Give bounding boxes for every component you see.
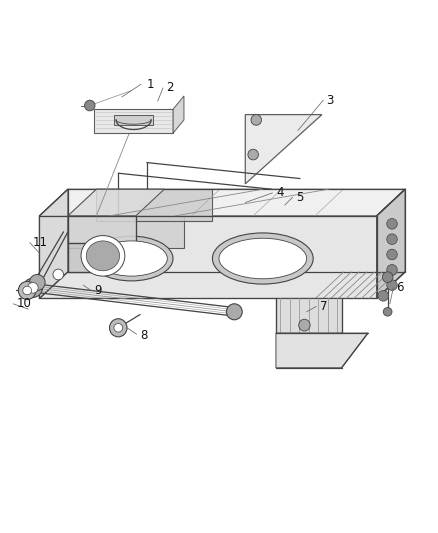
Text: 9: 9 — [94, 284, 102, 297]
Ellipse shape — [387, 264, 397, 275]
Ellipse shape — [251, 115, 261, 125]
Text: 11: 11 — [33, 236, 48, 249]
Ellipse shape — [219, 238, 307, 279]
Ellipse shape — [18, 281, 36, 300]
Text: 1: 1 — [147, 78, 154, 91]
Ellipse shape — [387, 219, 397, 229]
Text: 7: 7 — [320, 300, 327, 313]
Polygon shape — [39, 189, 68, 298]
Ellipse shape — [114, 324, 123, 332]
Ellipse shape — [248, 149, 258, 160]
Polygon shape — [377, 189, 405, 298]
Polygon shape — [377, 189, 405, 298]
Polygon shape — [68, 216, 136, 243]
Ellipse shape — [28, 282, 38, 293]
Ellipse shape — [383, 308, 392, 316]
Ellipse shape — [23, 278, 42, 297]
Ellipse shape — [53, 269, 64, 280]
Ellipse shape — [90, 236, 173, 281]
Ellipse shape — [81, 236, 125, 276]
Polygon shape — [114, 115, 153, 125]
Polygon shape — [68, 189, 164, 216]
Ellipse shape — [299, 319, 310, 331]
Ellipse shape — [382, 272, 393, 282]
Ellipse shape — [226, 304, 242, 320]
Text: 6: 6 — [396, 281, 404, 294]
Text: 10: 10 — [17, 297, 32, 310]
Polygon shape — [276, 333, 368, 368]
Ellipse shape — [95, 241, 167, 276]
Ellipse shape — [378, 290, 389, 301]
Text: 5: 5 — [296, 191, 303, 204]
Text: 8: 8 — [140, 329, 148, 342]
Polygon shape — [245, 115, 322, 184]
Ellipse shape — [387, 249, 397, 260]
Ellipse shape — [387, 280, 397, 290]
Ellipse shape — [212, 233, 313, 284]
Ellipse shape — [110, 319, 127, 337]
Polygon shape — [68, 243, 136, 272]
Polygon shape — [173, 96, 184, 133]
Text: 4: 4 — [276, 187, 283, 199]
Ellipse shape — [85, 100, 95, 111]
Polygon shape — [96, 189, 212, 221]
Polygon shape — [68, 216, 184, 248]
Ellipse shape — [387, 234, 397, 245]
Polygon shape — [39, 216, 377, 298]
Ellipse shape — [23, 286, 32, 295]
Polygon shape — [94, 109, 173, 133]
Polygon shape — [276, 298, 342, 333]
Polygon shape — [39, 189, 405, 216]
Text: 2: 2 — [166, 82, 174, 94]
Text: 3: 3 — [326, 94, 334, 107]
Ellipse shape — [29, 274, 45, 290]
Ellipse shape — [86, 241, 120, 271]
